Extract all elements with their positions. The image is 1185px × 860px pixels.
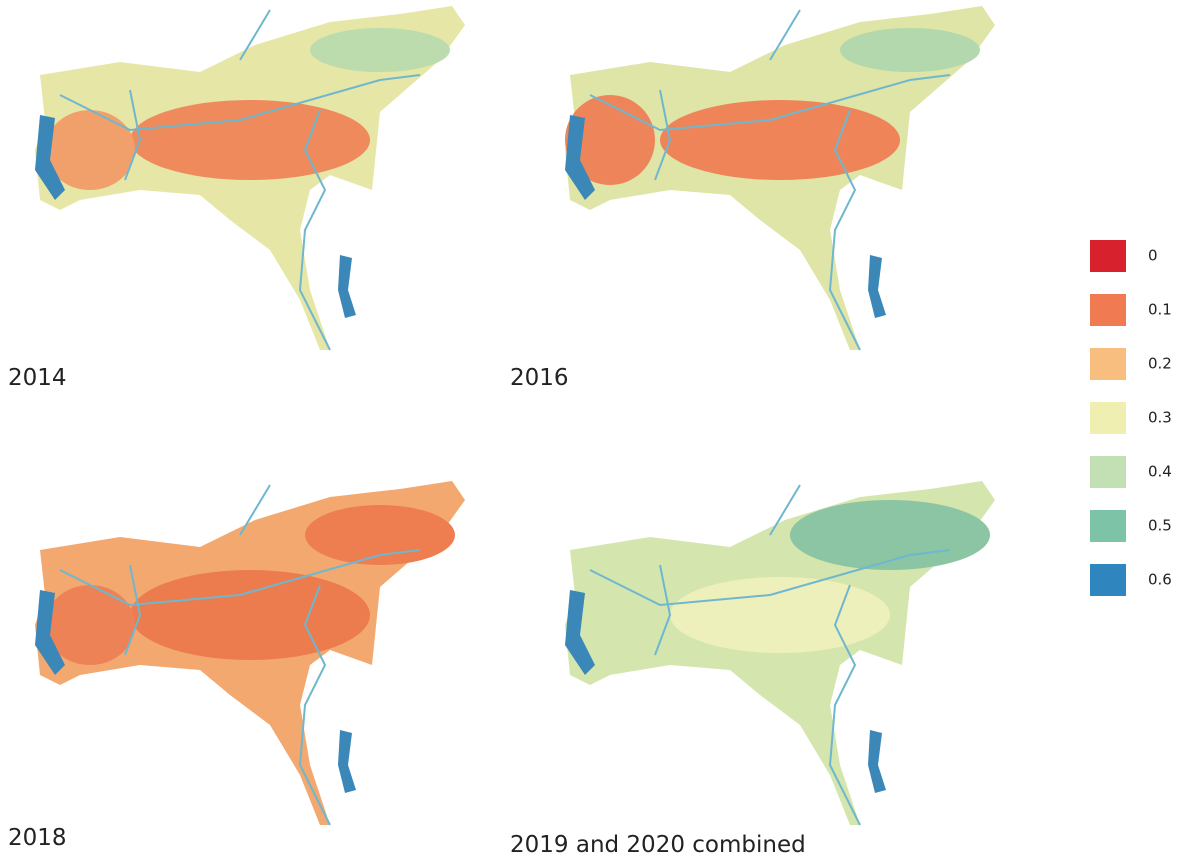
legend-swatch bbox=[1090, 240, 1126, 272]
panel-label: 2019 and 2020 combined bbox=[510, 832, 806, 858]
legend-label: 0.3 bbox=[1148, 409, 1172, 427]
legend-swatch bbox=[1090, 294, 1126, 326]
legend-label: 0 bbox=[1148, 247, 1158, 265]
legend-label: 0.5 bbox=[1148, 517, 1172, 535]
legend-swatch bbox=[1090, 402, 1126, 434]
region-area bbox=[790, 500, 990, 570]
legend: 0 0.1 0.2 0.3 0.4 0.5 0.6 bbox=[1090, 240, 1172, 596]
region-area bbox=[310, 28, 450, 72]
panel-label: 2018 bbox=[8, 825, 67, 851]
panel-label: 2016 bbox=[510, 365, 569, 391]
panel-label: 2014 bbox=[8, 365, 67, 391]
legend-label: 0.1 bbox=[1148, 301, 1172, 319]
region-area bbox=[130, 100, 370, 180]
map-panel bbox=[565, 6, 995, 350]
legend-label: 0.2 bbox=[1148, 355, 1172, 373]
map-panel bbox=[565, 481, 995, 825]
figure: 2014 2016 2018 2019 and 2020 combined 00… bbox=[0, 0, 1185, 860]
region-area bbox=[130, 570, 370, 660]
legend-swatch bbox=[1090, 510, 1126, 542]
region-area bbox=[840, 28, 980, 72]
map-panel bbox=[35, 6, 465, 350]
legend-swatch bbox=[1090, 564, 1126, 596]
legend-swatch bbox=[1090, 348, 1126, 380]
legend-label: 0.4 bbox=[1148, 463, 1172, 481]
legend-swatch bbox=[1090, 456, 1126, 488]
map-panel bbox=[35, 481, 465, 825]
region-area bbox=[670, 577, 890, 653]
legend-label: 0.6 bbox=[1148, 571, 1172, 589]
region-area bbox=[660, 100, 900, 180]
